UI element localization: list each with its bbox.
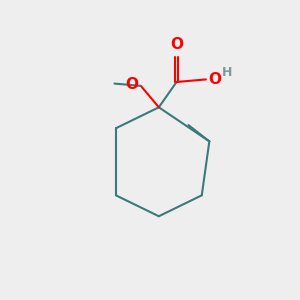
Text: O: O	[208, 72, 221, 87]
Text: O: O	[170, 37, 183, 52]
Text: O: O	[125, 77, 139, 92]
Text: H: H	[222, 66, 232, 80]
